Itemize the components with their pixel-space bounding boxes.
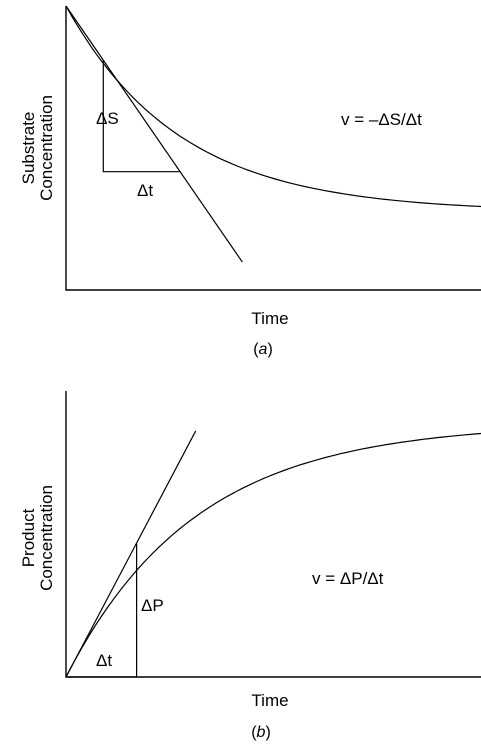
panel-a-equation: v = –ΔS/Δt: [341, 110, 422, 129]
panel-b-product-curve: [65, 432, 481, 678]
panel-b-delta-p-label: ΔP: [141, 596, 164, 615]
panel-b-tangent-line: [65, 430, 197, 678]
panel-a-y-axis-label: Substrate Concentration: [19, 95, 56, 201]
panel-a-ylabel-line2: Concentration: [37, 95, 56, 201]
panel-a: ΔS Δt v = –ΔS/Δt Substrate Concentration…: [19, 5, 481, 358]
panel-a-caption-letter: a: [259, 341, 268, 358]
panel-b-ylabel-line2: Concentration: [37, 485, 56, 591]
panel-a-delta-s-label: ΔS: [96, 109, 119, 128]
panel-b: ΔP Δt v = ΔP/Δt Product Concentration Ti…: [19, 391, 481, 741]
panel-a-ylabel-line1: Substrate: [19, 112, 38, 185]
panel-a-x-axis-label: Time: [251, 309, 288, 328]
panel-a-slope-triangle: [102, 60, 181, 173]
panel-b-ylabel-line1: Product: [19, 508, 38, 567]
panel-b-slope-triangle: [66, 543, 138, 678]
panel-a-caption: (a): [253, 341, 273, 358]
panel-b-delta-t-label: Δt: [96, 651, 112, 670]
panel-b-caption: (b): [251, 724, 271, 741]
panel-b-axes: [65, 391, 481, 678]
panel-b-equation: v = ΔP/Δt: [312, 569, 384, 588]
panel-a-delta-t-label: Δt: [137, 181, 153, 200]
panel-a-substrate-curve: [65, 5, 481, 208]
panel-a-axes: [65, 6, 481, 291]
panel-b-x-axis-label: Time: [251, 691, 288, 710]
panel-a-tangent-line: [65, 5, 243, 263]
panel-b-y-axis-label: Product Concentration: [19, 485, 56, 591]
panel-b-caption-letter: b: [257, 724, 266, 741]
